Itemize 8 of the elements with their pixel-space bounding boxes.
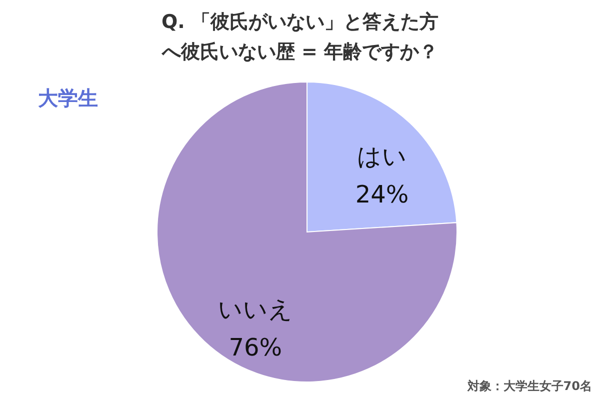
- pie-slice: [156, 82, 458, 382]
- slice-label: はい: [357, 142, 407, 170]
- text: 対象：大学生女子70名: [466, 379, 592, 393]
- slice-label: いいえ: [218, 296, 293, 324]
- data-label: 76%: [228, 334, 282, 362]
- chart-title: Q. 「彼氏がいない」と答えた方へ彼氏いない歴 = 年齢ですか？: [160, 11, 438, 63]
- chart-subtitle: 大学生: [38, 86, 98, 110]
- data-label: 24%: [355, 180, 409, 208]
